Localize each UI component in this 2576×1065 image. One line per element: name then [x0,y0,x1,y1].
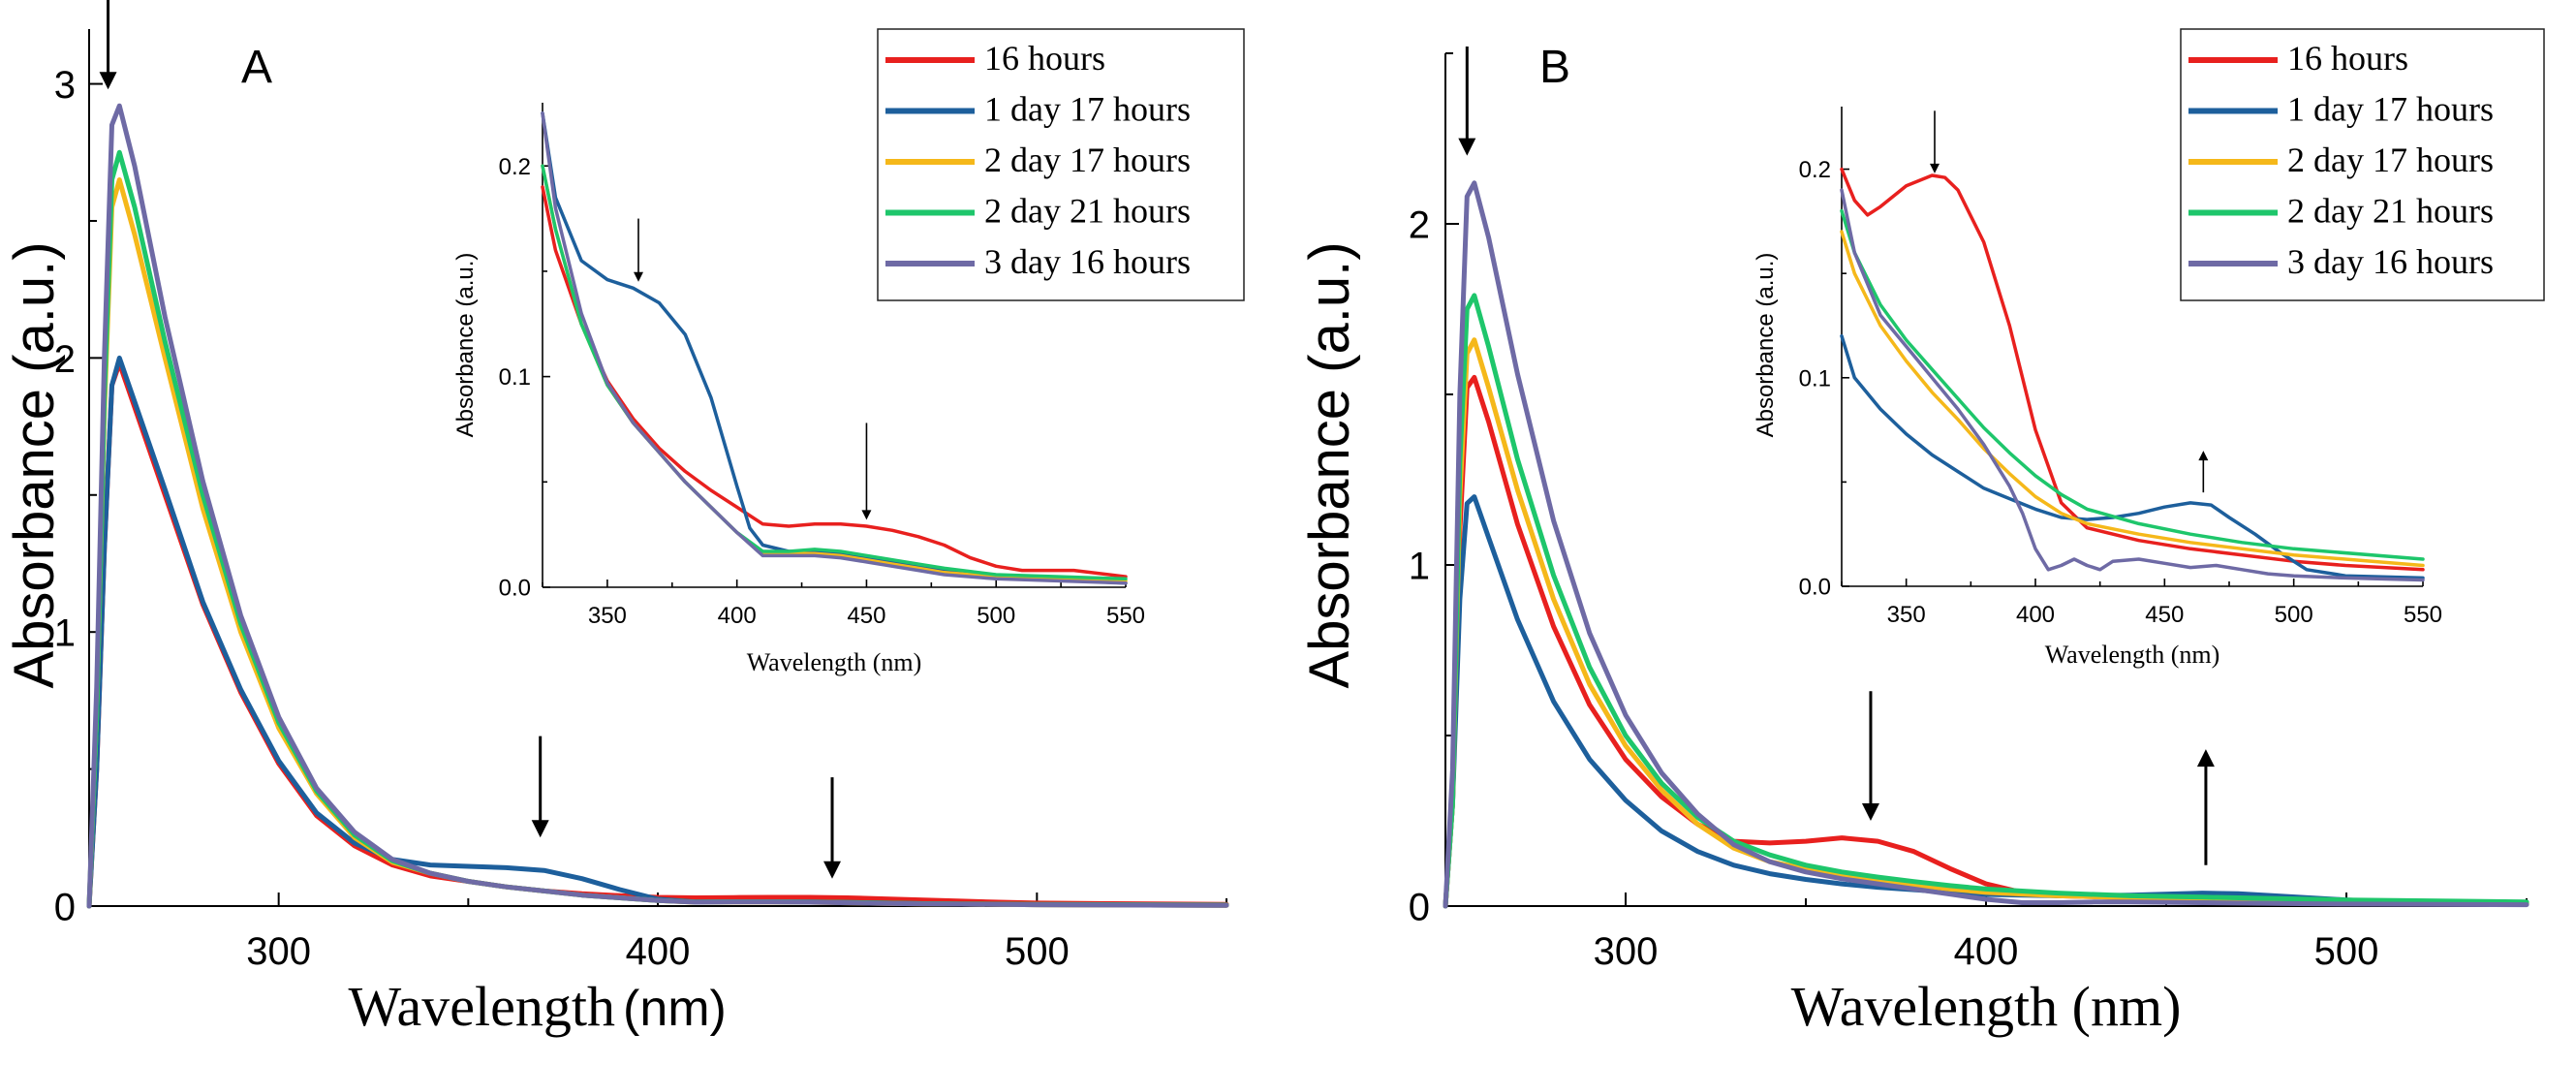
series-line-2d21h [1443,293,2529,909]
legend-label: 2 day 17 hours [984,141,1191,179]
annotation-arrow-head [2196,749,2215,767]
series-line-1d17h [1443,494,2529,909]
legend-label: 3 day 16 hours [984,242,1191,281]
annotation-arrow-head [531,820,549,838]
series-line-2d17h [1840,230,2425,568]
annotation-arrow-head [823,861,842,879]
legend-label: 1 day 17 hours [2287,90,2494,129]
x-tick-label: 550 [2404,602,2442,628]
y-tick-label: 0.0 [499,576,531,602]
series-line-16h [1840,167,2425,572]
annotation-arrow-head [99,72,117,90]
series-line-3d16h [86,103,1229,909]
series-line-2d17h [1443,337,2529,909]
y-tick-label: 0.2 [499,154,531,180]
legend-label: 16 hours [2287,39,2408,78]
chart-a-main: 300 400 500 0 1 2 3 Absorbance (a.u.) Wavelength… [3,0,1245,1038]
x-axis-title: Wavelength (nm) [2045,641,2220,669]
panel-label: B [1539,42,1570,93]
y-tick-label: 0.2 [1799,157,1831,183]
x-tick-label: 300 [1594,930,1659,973]
x-axis-title: Wavelength (nm) [1791,975,2182,1038]
chart-b-main: 300 400 500 0 1 2 Absorbance (a.u.) Wavelength … [1298,28,2545,1038]
legend-label: 2 day 17 hours [2287,141,2494,179]
x-tick-label: 400 [2016,602,2055,628]
series-line-3d16h [1443,180,2529,909]
y-tick-label: 3 [54,64,76,107]
series-line-1d17h [86,355,1229,909]
legend-label: 1 day 17 hours [984,90,1191,129]
x-tick-label: 400 [626,930,691,973]
series-line-3d16h [541,111,1128,585]
y-tick-label: 0.1 [499,364,531,391]
series-line-2d21h [1840,208,2425,561]
series-line-1d17h [1840,333,2425,580]
series-line-16h [1443,374,2529,909]
y-tick-label: 0.1 [1799,365,1831,392]
x-tick-label: 500 [977,603,1015,629]
annotation-arrow-head [1861,803,1879,821]
annotation-arrow-head [633,271,643,282]
x-tick-label: 300 [246,930,311,973]
chart-a-inset: 350 400 450 500 550 0.0 0.1 0.2 Absorbance (a.u.… [452,103,1145,676]
y-axis-title: Absorbance (a.u.) [1298,241,1361,688]
x-tick-label: 550 [1106,603,1145,629]
x-tick-label: 400 [1954,930,2019,973]
x-tick-label: 350 [588,603,627,629]
legend-label: 16 hours [984,39,1105,78]
y-tick-label: 1 [54,612,76,655]
annotation-arrow-head [1458,138,1476,156]
x-tick-label: 400 [718,603,757,629]
y-tick-label: 0 [54,886,76,928]
annotation-arrow-head [861,510,872,520]
x-tick-label: 450 [847,603,885,629]
x-tick-label: 500 [1005,930,1070,973]
y-tick-label: 1 [1409,545,1430,587]
panel-label: A [241,42,272,93]
y-tick-label: 2 [1409,204,1430,246]
x-axis-title: Wavelength (nm) [747,648,922,676]
chart-b-inset: 350 400 450 500 550 0.0 0.1 0.2 Absorbance (a.u.… [1753,107,2442,669]
x-axis-title-unit: (nm) [623,981,727,1037]
series-line-1d17h [541,111,1128,585]
legend-label: 2 day 21 hours [2287,192,2494,231]
series-line-3d16h [1840,188,2425,582]
x-axis-title: Wavelength [348,975,615,1038]
y-tick-label: 2 [54,338,76,381]
y-tick-label: 0 [1409,886,1430,928]
y-tick-label: 0.0 [1799,575,1831,601]
annotation-arrow-head [2198,451,2209,461]
x-tick-label: 500 [2275,602,2313,628]
legend-label: 3 day 16 hours [2287,242,2494,281]
y-axis-title: Absorbance (a.u.) [3,241,66,688]
legend-label: 2 day 21 hours [984,192,1191,231]
y-axis-title: Absorbance (a.u.) [452,253,479,438]
y-axis-title: Absorbance (a.u.) [1753,253,1779,438]
annotation-arrow-head [1930,163,1940,173]
x-tick-label: 500 [2314,930,2379,973]
x-tick-label: 350 [1887,602,1926,628]
x-tick-label: 450 [2145,602,2184,628]
